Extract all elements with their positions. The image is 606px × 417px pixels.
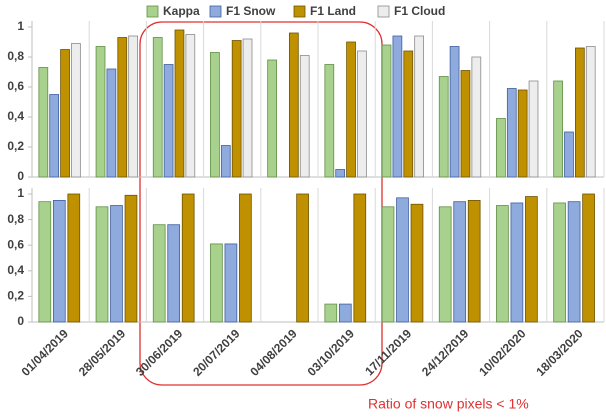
legend-label: F1 Snow <box>226 4 276 18</box>
x-tick-label: 01/04/2019 <box>19 326 72 379</box>
bar <box>506 88 517 178</box>
bar <box>525 196 538 323</box>
bar <box>517 89 528 178</box>
bar <box>324 303 338 323</box>
bar <box>553 202 566 323</box>
y-tick-label: 0,2 <box>7 139 24 153</box>
bar <box>152 224 166 323</box>
bar <box>471 56 482 178</box>
bar <box>95 46 106 178</box>
bar <box>403 50 414 178</box>
legend-swatch <box>377 5 390 18</box>
bar <box>231 40 242 178</box>
bar <box>392 35 403 178</box>
bar <box>288 32 299 178</box>
bar <box>528 80 539 178</box>
bar <box>210 243 223 323</box>
bar <box>185 34 196 178</box>
y-tick-label: 0,4 <box>7 109 24 123</box>
x-tick-label: 17/11/2019 <box>362 326 414 378</box>
bar <box>553 80 563 178</box>
bar <box>496 118 506 178</box>
bar <box>95 206 109 323</box>
bar <box>296 193 309 323</box>
bar <box>438 76 449 178</box>
bar <box>163 64 174 178</box>
bar <box>449 46 460 178</box>
bar <box>239 193 252 323</box>
x-tick-label: 28/05/2019 <box>76 326 129 379</box>
y-tick-label: 1 <box>17 19 24 33</box>
bar <box>124 194 138 323</box>
legend-swatch <box>209 5 222 18</box>
bar <box>396 197 409 323</box>
bar <box>117 37 128 178</box>
x-tick-label: 18/03/2020 <box>533 326 586 379</box>
bar <box>167 224 181 323</box>
y-tick-label: 1 <box>17 186 24 200</box>
bar <box>438 206 452 323</box>
bar <box>71 43 81 178</box>
bar <box>324 64 335 178</box>
y-tick-label: 0,8 <box>7 49 24 63</box>
bar <box>242 38 253 178</box>
bar <box>510 202 524 323</box>
bar <box>38 67 49 178</box>
x-tick-label: 20/07/2019 <box>190 326 243 379</box>
legend-label: F1 Cloud <box>394 4 445 18</box>
bar <box>582 193 595 323</box>
bar <box>67 193 81 323</box>
x-tick-label: 10/02/2020 <box>476 326 529 379</box>
y-tick-label: 0,6 <box>7 79 24 93</box>
bar <box>267 59 277 178</box>
bar <box>106 68 117 178</box>
bar <box>381 206 395 323</box>
bar <box>210 52 220 178</box>
bar <box>381 44 392 178</box>
legend-swatch <box>293 5 306 18</box>
bar <box>414 35 424 178</box>
legend-label: Kappa <box>163 4 200 18</box>
bar <box>460 70 471 178</box>
y-tick-label: 0,4 <box>7 263 24 277</box>
bar <box>220 145 231 178</box>
bar <box>564 131 574 178</box>
bar <box>181 193 195 323</box>
bar <box>335 169 346 178</box>
x-tick-label: 24/12/2019 <box>419 326 472 379</box>
bar <box>453 201 467 323</box>
bar <box>575 47 585 178</box>
bar <box>585 46 596 178</box>
bar <box>353 193 367 323</box>
bar <box>110 205 123 323</box>
bar <box>128 35 138 178</box>
bar <box>357 50 367 178</box>
legend-swatch <box>146 5 159 18</box>
x-tick-label: 03/10/2019 <box>305 326 358 379</box>
legend-label: F1 Land <box>310 4 356 18</box>
x-tick-label: 04/08/2019 <box>247 326 300 379</box>
bar <box>496 205 509 323</box>
y-tick-label: 0,6 <box>7 237 24 251</box>
bar <box>152 37 163 178</box>
bar <box>567 201 581 323</box>
bar <box>38 201 52 323</box>
bar <box>174 29 185 178</box>
annotation: Ratio of snow pixels < 1% <box>368 396 529 412</box>
bar <box>467 199 481 323</box>
y-tick-label: 0,8 <box>7 212 24 226</box>
bar <box>49 94 60 178</box>
bar <box>224 243 238 323</box>
y-tick-label: 0 <box>17 169 24 183</box>
bar <box>410 203 424 323</box>
bar <box>338 303 352 323</box>
bar <box>299 55 310 178</box>
bar <box>346 41 356 178</box>
bar <box>60 49 70 178</box>
bar <box>52 199 66 323</box>
y-tick-label: 0 <box>17 314 24 328</box>
y-tick-label: 0,2 <box>7 289 24 303</box>
x-tick-label: 30/06/2019 <box>133 326 186 379</box>
